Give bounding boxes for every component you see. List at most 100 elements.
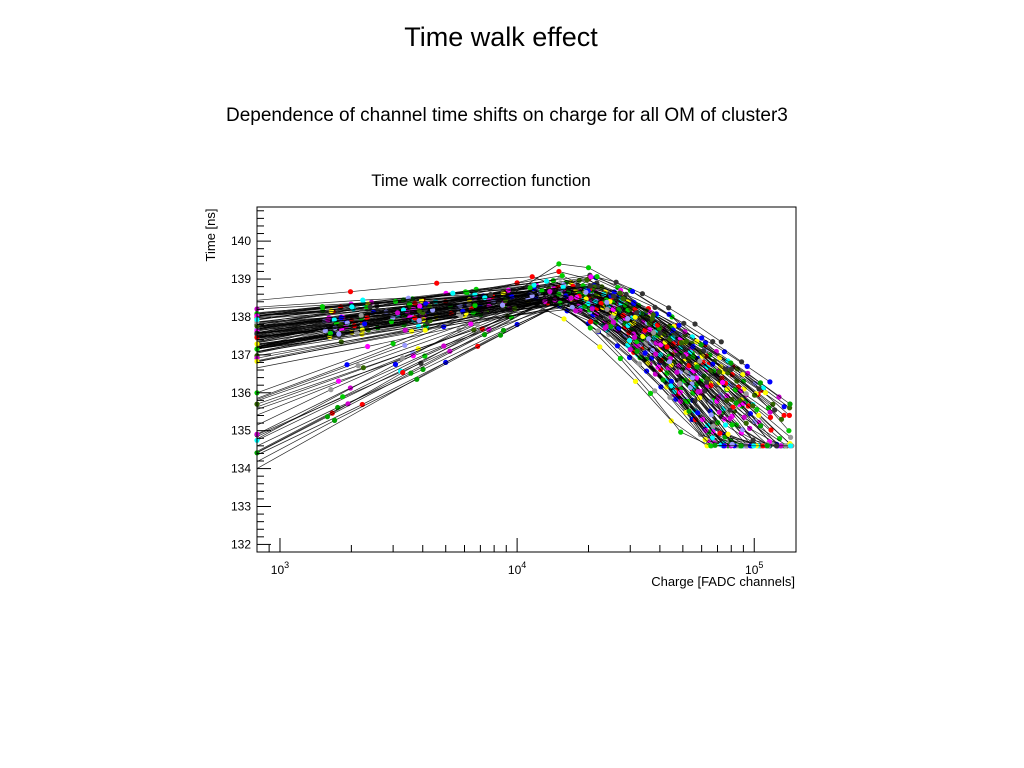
data-point — [408, 370, 414, 376]
data-point — [680, 353, 686, 359]
data-point — [652, 371, 658, 377]
data-point — [729, 422, 735, 428]
data-point — [653, 340, 659, 346]
data-point — [559, 273, 565, 279]
data-point — [358, 312, 364, 319]
data-point — [786, 428, 792, 434]
data-point — [773, 443, 780, 449]
plot-frame — [256, 206, 797, 553]
data-point — [392, 298, 399, 304]
data-point — [699, 335, 705, 341]
data-point — [416, 308, 422, 314]
data-point — [585, 265, 592, 271]
data-point — [588, 274, 594, 280]
data-point — [613, 279, 619, 285]
data-point — [777, 436, 783, 442]
data-point — [410, 353, 416, 359]
data-point — [392, 361, 399, 367]
data-point — [668, 378, 674, 384]
data-point — [653, 351, 659, 357]
data-point — [319, 304, 325, 310]
data-point — [500, 327, 507, 333]
data-point — [657, 330, 663, 336]
data-point — [481, 332, 488, 338]
data-point — [664, 344, 670, 350]
data-point — [686, 408, 692, 414]
data-point — [787, 405, 793, 411]
data-point — [631, 334, 638, 340]
data-point — [757, 380, 764, 386]
data-point — [728, 366, 734, 372]
data-point — [639, 291, 645, 297]
data-point — [539, 288, 545, 294]
series-polyline — [256, 291, 733, 445]
data-point — [667, 394, 673, 400]
data-point — [752, 392, 758, 398]
data-point — [626, 338, 632, 344]
data-point — [720, 379, 726, 385]
data-point — [355, 363, 361, 369]
data-point — [414, 376, 420, 382]
data-point — [694, 364, 700, 370]
data-point — [727, 415, 733, 422]
data-point — [658, 342, 664, 348]
data-point — [472, 302, 478, 308]
data-point — [629, 288, 636, 294]
data-point — [610, 319, 616, 325]
data-point — [336, 331, 342, 337]
data-point — [668, 383, 674, 389]
data-point — [768, 427, 774, 433]
data-point — [422, 353, 428, 359]
data-point — [589, 306, 595, 312]
data-point — [464, 289, 470, 296]
data-point — [756, 386, 762, 392]
data-point — [710, 339, 716, 345]
data-point — [568, 295, 574, 301]
data-point — [787, 443, 794, 449]
x-axis-label: Charge [FADC channels] — [651, 574, 795, 589]
data-point — [595, 328, 601, 334]
data-point — [677, 380, 683, 387]
data-point — [717, 430, 723, 436]
data-point — [741, 414, 747, 420]
data-point — [632, 314, 638, 320]
data-point — [687, 384, 693, 390]
data-point — [527, 285, 533, 291]
x-tick-label: 104 — [508, 560, 526, 577]
slide-subtitle: Dependence of channel time shifts on cha… — [226, 105, 788, 126]
data-point — [728, 360, 734, 366]
data-point — [455, 311, 462, 317]
data-point — [725, 431, 731, 437]
data-point — [781, 404, 787, 410]
x-tick-label: 103 — [271, 560, 289, 577]
data-point — [704, 379, 710, 385]
data-point — [739, 359, 745, 365]
data-point — [616, 325, 622, 331]
data-point — [744, 363, 750, 369]
data-point — [652, 388, 658, 394]
data-point — [732, 387, 738, 393]
series-line — [256, 289, 735, 447]
y-tick-label: 140 — [231, 234, 251, 248]
data-point — [750, 403, 756, 409]
data-point — [338, 315, 344, 321]
data-point — [689, 334, 695, 340]
data-point — [422, 327, 428, 333]
data-point — [547, 288, 553, 295]
data-point — [360, 365, 366, 371]
data-point — [683, 338, 689, 344]
data-point — [709, 435, 715, 441]
data-point — [587, 325, 593, 331]
data-point — [583, 289, 589, 295]
data-point — [718, 339, 724, 345]
data-point — [708, 383, 714, 389]
data-point — [698, 342, 704, 348]
data-point — [608, 323, 614, 330]
data-point — [617, 355, 623, 362]
data-point — [332, 417, 338, 423]
data-point — [584, 277, 590, 283]
data-point — [752, 418, 758, 425]
data-point — [767, 409, 773, 415]
data-point — [627, 346, 633, 353]
data-point — [666, 305, 672, 311]
